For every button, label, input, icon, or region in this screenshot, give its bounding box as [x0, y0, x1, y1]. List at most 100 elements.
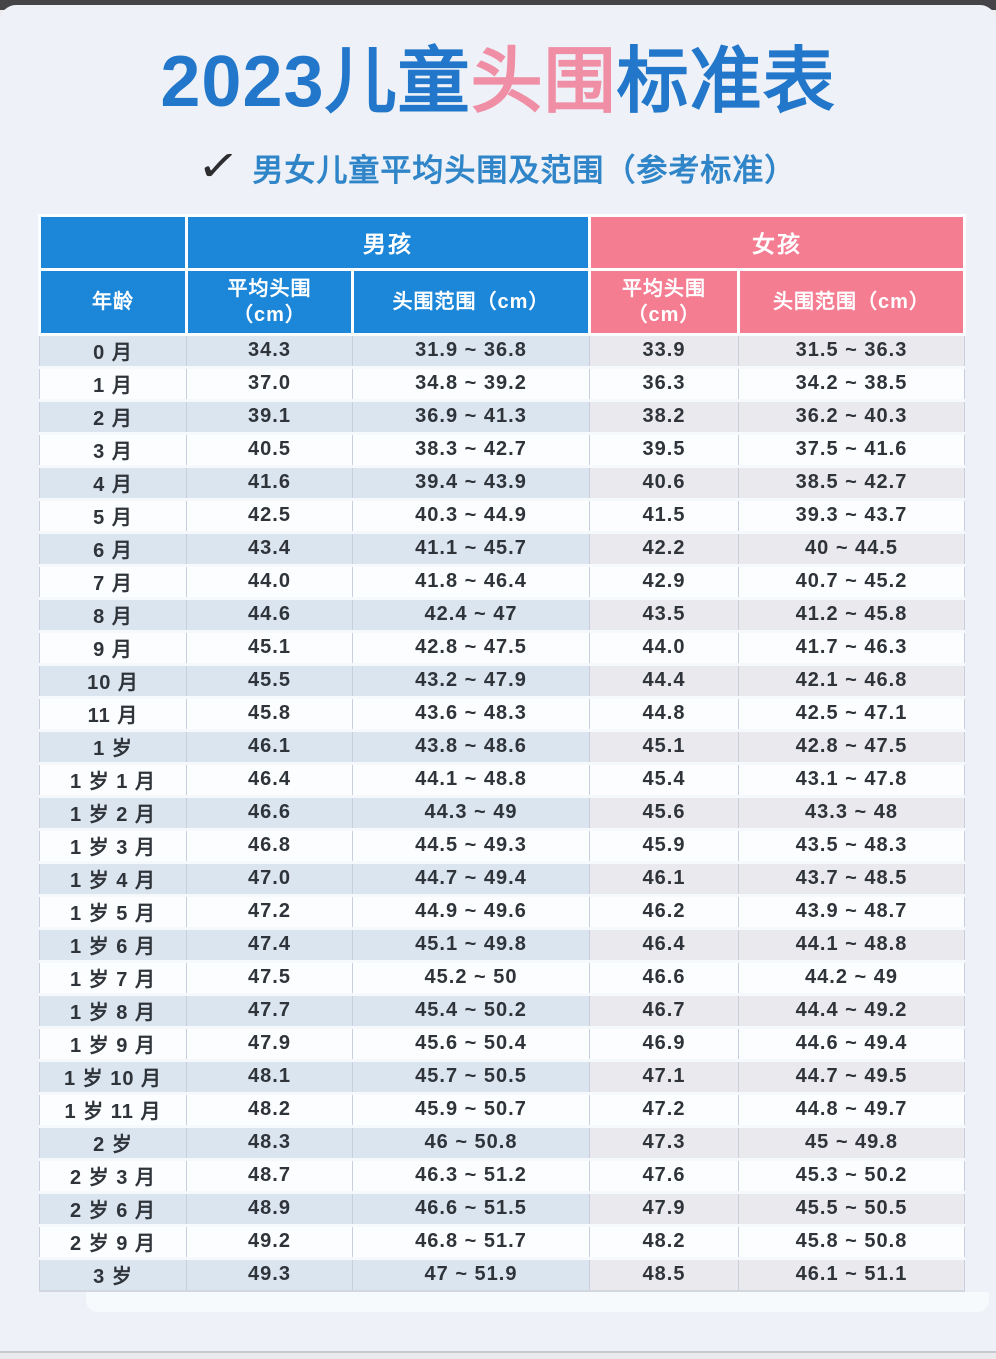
girl-average-cell: 46.6 — [589, 959, 739, 995]
age-cell: 2 岁 9 月 — [39, 1223, 187, 1259]
age-cell: 1 月 — [39, 365, 187, 401]
girls-avg-column-header: 平均头围 （cm） — [588, 267, 740, 336]
table-row: 7 月 44.0 41.8 ~ 46.4 42.9 40.7 ~ 45.2 — [39, 563, 965, 599]
girl-range-cell: 44.1 ~ 48.8 — [738, 926, 965, 962]
boy-range-cell: 40.3 ~ 44.9 — [352, 497, 590, 533]
age-cell: 1 岁 8 月 — [39, 992, 187, 1028]
age-cell: 1 岁 9 月 — [39, 1025, 187, 1061]
boy-average-cell: 34.3 — [186, 332, 353, 368]
page-background: 2023儿童头围标准表 ✓ 男女儿童平均头围及范围（参考标准） 男孩 女孩 年 — [0, 5, 996, 1359]
age-cell: 1 岁 2 月 — [39, 794, 187, 830]
table-row: 2 岁 6 月 48.9 46.6 ~ 51.5 47.9 45.5 ~ 50.… — [39, 1190, 965, 1226]
boy-average-cell: 39.1 — [186, 398, 353, 434]
age-column-header: 年龄 — [38, 267, 188, 336]
table-row: 1 岁 7 月 47.5 45.2 ~ 50 46.6 44.2 ~ 49 — [39, 959, 965, 995]
girl-range-cell: 45 ~ 49.8 — [738, 1124, 965, 1160]
boys-avg-header-line1: 平均头围 — [227, 277, 312, 300]
girl-average-cell: 48.5 — [589, 1256, 739, 1292]
age-cell: 3 月 — [39, 431, 187, 467]
age-cell: 1 岁 — [39, 728, 187, 764]
boy-range-cell: 42.8 ~ 47.5 — [352, 629, 590, 665]
subtitle-text: 男女儿童平均头围及范围（参考标准） — [252, 152, 797, 188]
boy-average-cell: 48.3 — [186, 1124, 353, 1160]
girl-average-cell: 46.9 — [589, 1025, 739, 1061]
girl-range-cell: 36.2 ~ 40.3 — [738, 398, 965, 434]
table-row: 6 月 43.4 41.1 ~ 45.7 42.2 40 ~ 44.5 — [39, 530, 965, 566]
girl-range-cell: 43.1 ~ 47.8 — [738, 761, 965, 797]
boy-range-cell: 43.6 ~ 48.3 — [352, 695, 590, 731]
girl-average-cell: 39.5 — [589, 431, 739, 467]
girl-range-cell: 38.5 ~ 42.7 — [738, 464, 965, 500]
boy-range-cell: 44.1 ~ 48.8 — [352, 761, 590, 797]
boys-avg-column-header: 平均头围 （cm） — [185, 267, 354, 336]
boy-average-cell: 49.3 — [186, 1256, 353, 1292]
girl-average-cell: 43.5 — [589, 596, 739, 632]
corner-header-cell — [38, 213, 188, 271]
girl-range-cell: 34.2 ~ 38.5 — [738, 365, 965, 401]
age-cell: 1 岁 5 月 — [39, 893, 187, 929]
girl-range-cell: 45.3 ~ 50.2 — [738, 1157, 965, 1193]
girl-range-cell: 44.8 ~ 49.7 — [738, 1091, 965, 1127]
table-container: 男孩 女孩 年龄 平均头围 （cm） 头围范围（cm） 平均头围 （cm） 头围… — [38, 213, 989, 1312]
girl-range-cell: 45.8 ~ 50.8 — [738, 1223, 965, 1259]
age-cell: 1 岁 10 月 — [39, 1058, 187, 1094]
girl-average-cell: 47.6 — [589, 1157, 739, 1193]
girl-range-cell: 44.4 ~ 49.2 — [738, 992, 965, 1028]
girl-average-cell: 46.4 — [589, 926, 739, 962]
girl-range-cell: 31.5 ~ 36.3 — [738, 332, 965, 368]
girl-average-cell: 45.4 — [589, 761, 739, 797]
boy-average-cell: 48.9 — [186, 1190, 353, 1226]
age-cell: 1 岁 4 月 — [39, 860, 187, 896]
table-row: 1 岁 6 月 47.4 45.1 ~ 49.8 46.4 44.1 ~ 48.… — [39, 926, 965, 962]
boy-average-cell: 42.5 — [186, 497, 353, 533]
girl-range-cell: 40 ~ 44.5 — [738, 530, 965, 566]
girl-range-cell: 44.2 ~ 49 — [738, 959, 965, 995]
boy-range-cell: 41.8 ~ 46.4 — [352, 563, 590, 599]
age-cell: 1 岁 6 月 — [39, 926, 187, 962]
boy-range-cell: 36.9 ~ 41.3 — [352, 398, 590, 434]
girl-range-cell: 43.7 ~ 48.5 — [738, 860, 965, 896]
girl-average-cell: 42.9 — [589, 563, 739, 599]
boy-range-cell: 38.3 ~ 42.7 — [352, 431, 590, 467]
girl-average-cell: 42.2 — [589, 530, 739, 566]
girl-average-cell: 47.3 — [589, 1124, 739, 1160]
girl-range-cell: 41.7 ~ 46.3 — [738, 629, 965, 665]
boy-range-cell: 44.5 ~ 49.3 — [352, 827, 590, 863]
girl-range-cell: 44.6 ~ 49.4 — [738, 1025, 965, 1061]
table-row: 9 月 45.1 42.8 ~ 47.5 44.0 41.7 ~ 46.3 — [39, 629, 965, 665]
title-part-year: 2023儿童 — [160, 42, 471, 122]
table-row: 1 岁 46.1 43.8 ~ 48.6 45.1 42.8 ~ 47.5 — [39, 728, 965, 764]
age-cell: 1 岁 1 月 — [39, 761, 187, 797]
age-cell: 1 岁 3 月 — [39, 827, 187, 863]
boy-average-cell: 45.8 — [186, 695, 353, 731]
boy-average-cell: 46.1 — [186, 728, 353, 764]
age-cell: 1 岁 7 月 — [39, 959, 187, 995]
boy-range-cell: 43.8 ~ 48.6 — [352, 728, 590, 764]
age-cell: 8 月 — [39, 596, 187, 632]
bottom-edge-line — [0, 1351, 996, 1359]
table-row: 2 岁 9 月 49.2 46.8 ~ 51.7 48.2 45.8 ~ 50.… — [39, 1223, 965, 1259]
age-cell: 7 月 — [39, 563, 187, 599]
girl-average-cell: 44.8 — [589, 695, 739, 731]
boy-average-cell: 45.5 — [186, 662, 353, 698]
column-header-row: 年龄 平均头围 （cm） 头围范围（cm） 平均头围 （cm） 头围范围（cm） — [38, 267, 966, 336]
boys-avg-header-line2: （cm） — [233, 303, 306, 326]
girl-average-cell: 44.4 — [589, 662, 739, 698]
boy-average-cell: 44.6 — [186, 596, 353, 632]
age-cell: 10 月 — [39, 662, 187, 698]
girl-range-cell: 44.7 ~ 49.5 — [738, 1058, 965, 1094]
age-cell: 9 月 — [39, 629, 187, 665]
age-cell: 0 月 — [39, 332, 187, 368]
boy-average-cell: 37.0 — [186, 365, 353, 401]
page-title: 2023儿童头围标准表 — [0, 42, 996, 122]
girl-average-cell: 41.5 — [589, 497, 739, 533]
girl-average-cell: 47.9 — [589, 1190, 739, 1226]
girl-range-cell: 40.7 ~ 45.2 — [738, 563, 965, 599]
checkmark-icon: ✓ — [194, 140, 242, 193]
boys-range-column-header: 头围范围（cm） — [351, 267, 591, 336]
table-row: 1 岁 9 月 47.9 45.6 ~ 50.4 46.9 44.6 ~ 49.… — [39, 1025, 965, 1061]
girl-average-cell: 46.2 — [589, 893, 739, 929]
boy-average-cell: 47.7 — [186, 992, 353, 1028]
table-row: 3 月 40.5 38.3 ~ 42.7 39.5 37.5 ~ 41.6 — [39, 431, 965, 467]
table-body: 0 月 34.3 31.9 ~ 36.8 33.9 31.5 ~ 36.3 1 … — [39, 332, 965, 1292]
